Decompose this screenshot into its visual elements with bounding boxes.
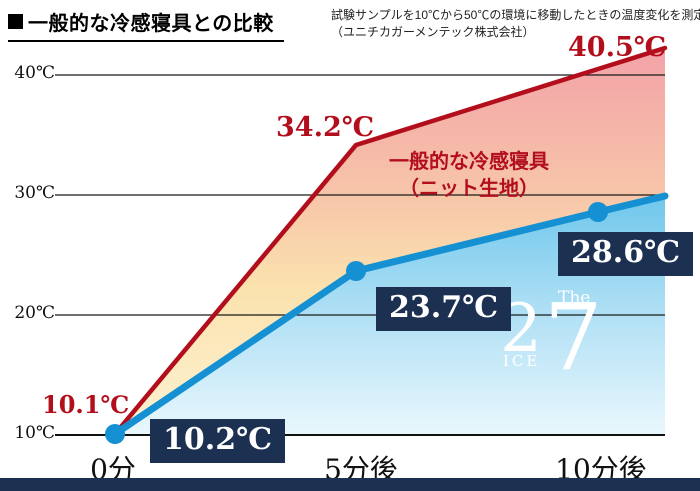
source-note: 試験サンプルを10℃から50℃の環境に移動したときの温度変化を測定 （ユニチカガ… <box>331 7 700 42</box>
red-series-annotation-line1: 一般的な冷感寝具 <box>389 149 549 173</box>
logo-the-text: The <box>558 288 591 308</box>
blue-data-point-0min <box>105 424 125 444</box>
red-series-line <box>112 45 668 437</box>
blue-series-line <box>111 192 669 438</box>
blue-point-badge-0min: 10.2℃ <box>150 419 286 463</box>
y-tick-30c: 30℃ <box>14 183 55 203</box>
page-title: 一般的な冷感寝具との比較 <box>28 13 274 35</box>
red-point-label-10min: 40.5℃ <box>568 32 667 63</box>
the-27-ice-logo: The 2 7 ICE <box>500 284 603 410</box>
blue-data-point-10min <box>588 202 608 222</box>
y-tick-10c: 10℃ <box>14 423 55 443</box>
bottom-navy-bar <box>0 478 700 491</box>
red-point-label-5min: 34.2℃ <box>276 112 375 143</box>
blue-point-badge-10min: 28.6℃ <box>558 232 694 276</box>
header: 一般的な冷感寝具との比較 <box>8 7 284 42</box>
source-note-line1: 試験サンプルを10℃から50℃の環境に移動したときの温度変化を測定 <box>331 8 700 22</box>
y-tick-40c: 40℃ <box>14 63 55 83</box>
source-note-line2: （ユニチカガーメンテック株式会社） <box>331 25 535 40</box>
red-series-annotation: 一般的な冷感寝具 （ニット生地） <box>369 148 569 202</box>
red-point-label-0min: 10.1℃ <box>42 390 130 419</box>
logo-ice-text: ICE <box>503 352 541 370</box>
blue-data-point-5min <box>346 261 366 281</box>
red-series-annotation-line2: （ニット生地） <box>399 176 539 200</box>
title-square-icon <box>8 14 23 29</box>
logo-7-text: 7 <box>544 284 603 391</box>
y-tick-20c: 20℃ <box>14 303 55 323</box>
blue-point-badge-5min: 23.7℃ <box>376 287 512 331</box>
